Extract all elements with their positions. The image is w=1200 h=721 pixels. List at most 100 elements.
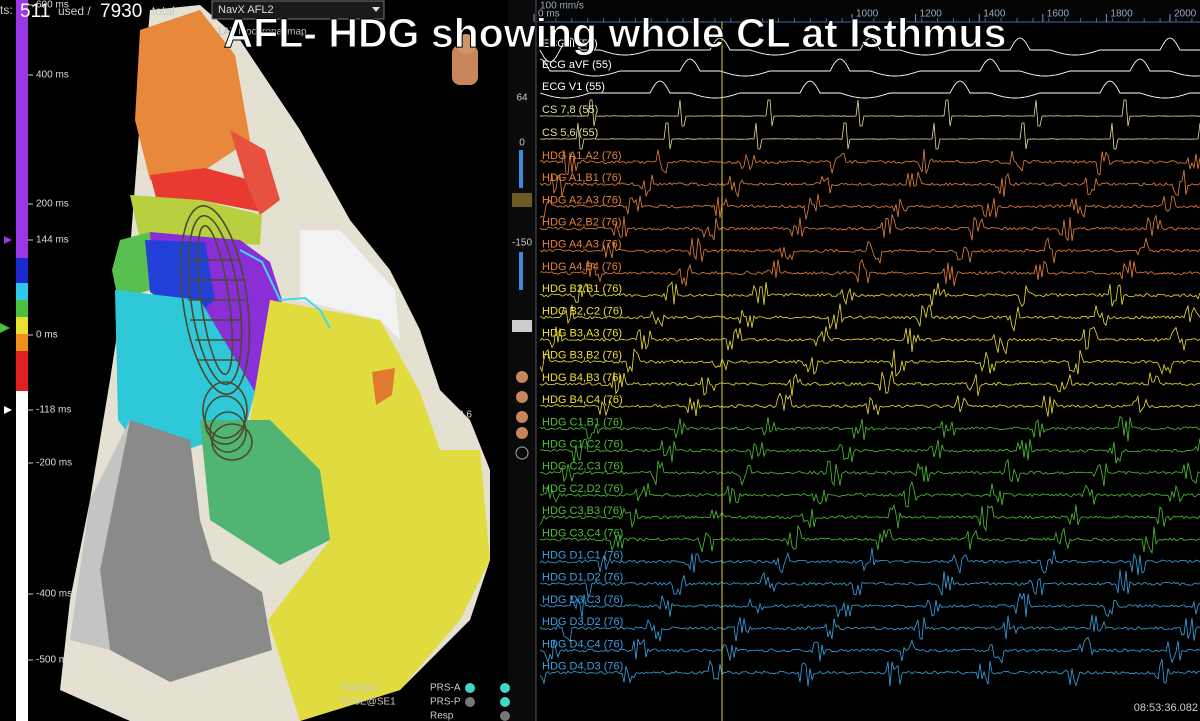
egm-trace (539, 80, 1200, 99)
egm-trace (539, 259, 1200, 287)
map-region-orange2 (372, 368, 395, 405)
time-tick-label: 1000 (856, 9, 879, 20)
traces: ECG II (55) ECG aVF (55) ECG V1 (55) CS 7,8… (539, 37, 1200, 687)
map-region-gray (100, 420, 272, 682)
depth-value: -150 (512, 238, 532, 249)
channel-label: HDG A1,A2 (76) (542, 150, 621, 162)
color-bar-label: -500 ms (36, 655, 72, 666)
channel-label: ECG aVF (55) (542, 59, 612, 71)
channel-label: HDG C3,B3 (76) (542, 505, 623, 517)
color-bar-label: 400 ms (36, 70, 69, 81)
map-dropdown[interactable] (211, 0, 385, 20)
legend-label: TCSE@SE1 (340, 697, 396, 708)
map-region-cyan (115, 290, 255, 462)
channel-label: HDG A2,B2 (76) (542, 217, 621, 229)
total-label: total (152, 4, 175, 18)
egm-trace (539, 636, 1200, 664)
map-type: LAT Isochronal map (218, 27, 307, 38)
tool-icons[interactable] (516, 371, 528, 439)
egm-trace (539, 569, 1200, 598)
orientation-figure (452, 34, 478, 85)
time-tick-label: 1600 (1047, 9, 1070, 20)
egm-trace (539, 438, 1200, 464)
channel-label: HDG D1,C1 (76) (542, 550, 623, 562)
channel-label: HDG D3,C3 (76) (542, 594, 623, 606)
color-bar-label: -118 ms (36, 405, 71, 416)
egm-trace (539, 37, 1200, 63)
channel-label: HDG D4,D3 (76) (542, 661, 623, 673)
tool-button[interactable] (512, 320, 532, 332)
egm-trace (539, 480, 1200, 508)
egm-trace (539, 281, 1200, 308)
channel-label: ECG II (55) (542, 38, 598, 50)
channel-label: HDG C1,C2 (76) (542, 439, 623, 451)
map-region-white (300, 230, 420, 360)
legend-label: PRS-A (430, 683, 461, 694)
tool-button[interactable] (515, 446, 529, 460)
legend-dot (500, 711, 510, 721)
egm-trace (539, 659, 1200, 687)
legend-dot (500, 683, 510, 693)
egm-trace (539, 193, 1200, 220)
egm-panel: 100 mm/s 0 ms 1000 1200 1400 1600 1800 2000 EC… (533, 0, 1200, 721)
time-axis: 0 ms 1000 1200 1400 1600 1800 2000 (533, 9, 1197, 22)
channel-label: HDG A4,B4 (76) (542, 261, 621, 273)
title: AFL- HDG showing whole CL at Isthmus (224, 10, 1007, 56)
channel-label: CS 5,6 (55) (542, 127, 598, 139)
map-region-midgreen (200, 420, 330, 565)
legend-label: HDG@4 (340, 683, 378, 694)
time-tick-label: 1200 (920, 9, 943, 20)
channel-label: CS 7,8 (55) (542, 104, 598, 116)
egm-trace (539, 170, 1200, 198)
time-tick-label: 2000 (1174, 9, 1197, 20)
egm-trace (539, 326, 1200, 355)
map-region-red2 (230, 130, 280, 215)
points-used: 511 (20, 1, 50, 22)
channel-label: HDG C2,C3 (76) (542, 461, 623, 473)
map-border-line (239, 249, 331, 329)
points-prefix: ts: (0, 3, 13, 17)
egm-trace (539, 237, 1200, 265)
map-region-green (112, 232, 150, 300)
color-bar-label: 200 ms (36, 199, 69, 210)
time-tick-label: 0 ms (538, 9, 560, 20)
channel-label: HDG B3,B2 (76) (542, 350, 622, 362)
time-tick-label: 1800 (1110, 9, 1133, 20)
legend-label: PRS-P (430, 697, 461, 708)
channel-label: HDG C2,D2 (76) (542, 483, 623, 495)
map-region-lightgray (70, 420, 130, 650)
channel-label: HDG C1,B1 (76) (542, 416, 623, 428)
egm-trace (539, 392, 1200, 417)
header: ts: 511 used / 7930 total NavX AFL2 LAT … (0, 0, 385, 38)
channel-label: HDG D3,D2 (76) (542, 616, 623, 628)
egm-trace (539, 58, 1200, 77)
map-region-yellow (250, 300, 490, 721)
slider[interactable] (519, 150, 523, 188)
catheter (179, 205, 253, 461)
dropdown-arrow[interactable] (372, 7, 380, 12)
egm-trace (539, 415, 1200, 442)
egm-trace (540, 303, 1200, 332)
channel-label: HDG D1,D2 (76) (542, 572, 623, 584)
map-dropdown-label[interactable]: NavX AFL2 (218, 4, 274, 16)
egm-trace (539, 370, 1200, 396)
map-annotation: 2.6 (458, 410, 472, 421)
channel-label: ECG V1 (55) (542, 81, 605, 93)
egm-trace (539, 592, 1200, 618)
egm-trace (539, 524, 1200, 555)
egm-trace (539, 149, 1200, 176)
legend-dot (465, 697, 475, 707)
egm-trace (539, 122, 1200, 150)
sweep-speed: 100 mm/s (540, 1, 584, 12)
egm-trace (539, 614, 1200, 643)
channel-label: HDG B3,A3 (76) (542, 328, 622, 340)
egm-trace (539, 504, 1200, 532)
color-bar-labels: 600 ms 400 ms 200 ms 144 ms 0 ms -118 ms -200 … (28, 0, 72, 666)
zoom-value: 64 (516, 93, 528, 104)
legend-dot (465, 683, 475, 693)
color-bar-label: 600 ms (36, 0, 69, 11)
tool-button[interactable] (512, 193, 532, 207)
slider[interactable] (519, 252, 523, 290)
